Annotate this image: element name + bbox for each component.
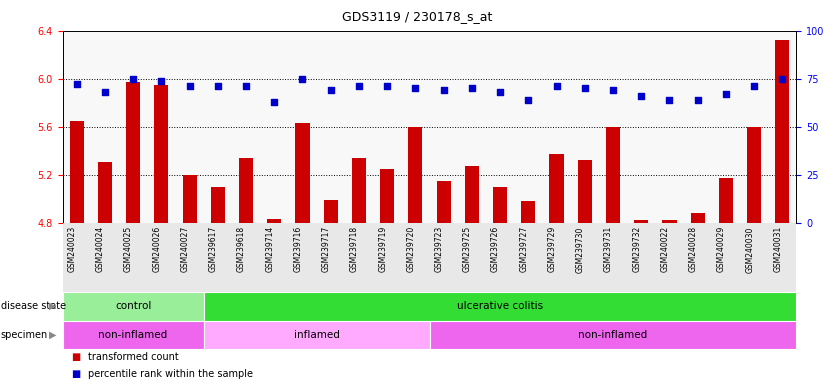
Text: GSM239725: GSM239725 [463,226,472,272]
Point [268,99,281,105]
Text: ■: ■ [71,352,80,362]
Point [127,76,140,82]
Point [239,83,253,89]
Text: GDS3119 / 230178_s_at: GDS3119 / 230178_s_at [342,10,492,23]
Bar [69,121,83,223]
Text: GSM239730: GSM239730 [575,226,585,273]
Text: GSM239717: GSM239717 [322,226,331,272]
Point [98,89,112,95]
Bar [380,169,394,223]
Point [578,85,591,91]
Text: GSM240025: GSM240025 [124,226,133,272]
Point [296,76,309,82]
Text: GSM239714: GSM239714 [265,226,274,272]
Text: GSM239723: GSM239723 [435,226,444,272]
FancyBboxPatch shape [63,321,203,349]
Point [663,97,676,103]
Bar [352,158,366,223]
Text: ▶: ▶ [49,301,57,311]
Bar [634,220,648,223]
Text: GSM239618: GSM239618 [237,226,246,272]
Text: GSM240030: GSM240030 [745,226,754,273]
Bar [154,85,168,223]
FancyBboxPatch shape [430,321,796,349]
Bar [211,187,225,223]
Text: GSM240026: GSM240026 [153,226,161,272]
Bar [521,201,535,223]
Text: specimen: specimen [1,330,48,340]
Bar [98,162,112,223]
Point [70,81,83,88]
Bar [183,175,197,223]
Text: GSM240023: GSM240023 [68,226,77,272]
Text: GSM239719: GSM239719 [378,226,387,272]
Bar [578,161,592,223]
Point [409,85,422,91]
Text: GSM240031: GSM240031 [773,226,782,272]
Bar [267,219,281,223]
Text: GSM239617: GSM239617 [208,226,218,272]
Bar [295,123,309,223]
Point [437,87,450,93]
Bar [747,127,761,223]
Point [691,97,705,103]
Text: non-inflamed: non-inflamed [578,330,648,340]
Text: GSM240029: GSM240029 [717,226,726,272]
Point [380,83,394,89]
Text: GSM239732: GSM239732 [632,226,641,272]
Text: disease state: disease state [1,301,66,311]
FancyBboxPatch shape [63,223,796,292]
Point [352,83,365,89]
Text: GSM240027: GSM240027 [181,226,189,272]
Bar [465,166,479,223]
Text: GSM239726: GSM239726 [491,226,500,272]
Bar [606,127,620,223]
Bar [239,158,253,223]
Point [494,89,507,95]
Point [635,93,648,99]
Text: GSM240022: GSM240022 [661,226,670,272]
Point [719,91,732,97]
Point [521,97,535,103]
Text: GSM239729: GSM239729 [548,226,556,272]
Bar [126,82,140,223]
Text: inflamed: inflamed [294,330,339,340]
Point [747,83,761,89]
Point [465,85,479,91]
Point [550,83,563,89]
Text: non-inflamed: non-inflamed [98,330,168,340]
Text: GSM239720: GSM239720 [406,226,415,272]
Text: GSM239716: GSM239716 [294,226,303,272]
Point [211,83,224,89]
Bar [776,40,790,223]
Point [154,78,168,84]
Bar [691,213,705,223]
Bar [493,187,507,223]
FancyBboxPatch shape [203,321,430,349]
Bar [550,154,564,223]
Text: ▶: ▶ [49,330,57,340]
FancyBboxPatch shape [63,292,203,321]
Text: ulcerative colitis: ulcerative colitis [457,301,543,311]
Text: transformed count: transformed count [88,352,178,362]
Text: GSM239731: GSM239731 [604,226,613,272]
Bar [409,127,423,223]
Bar [436,181,450,223]
FancyBboxPatch shape [203,292,796,321]
Point [776,76,789,82]
Text: control: control [115,301,151,311]
Bar [719,178,733,223]
Point [324,87,338,93]
Text: percentile rank within the sample: percentile rank within the sample [88,369,253,379]
Text: GSM240024: GSM240024 [96,226,105,272]
Point [183,83,196,89]
Bar [324,200,338,223]
Bar [662,220,676,223]
Text: GSM239718: GSM239718 [350,226,359,272]
Text: GSM239727: GSM239727 [520,226,528,272]
Text: ■: ■ [71,369,80,379]
Text: GSM240028: GSM240028 [689,226,698,272]
Point [606,87,620,93]
